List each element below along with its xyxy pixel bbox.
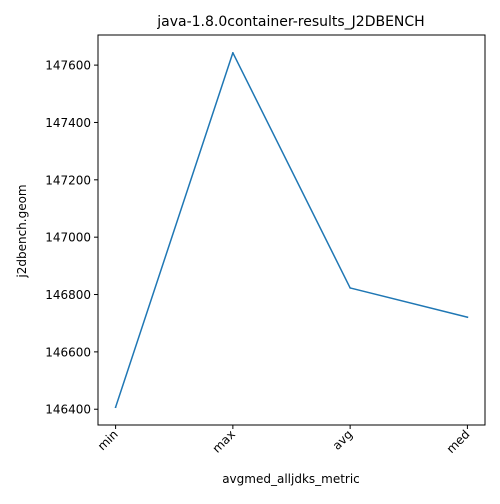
y-tick-label: 147600 (45, 59, 91, 73)
x-tick-label: min (95, 427, 121, 453)
data-point (349, 287, 351, 289)
y-tick-label: 146600 (45, 345, 91, 359)
y-tick-label: 146400 (45, 403, 91, 417)
data-point (232, 51, 234, 54)
y-tick-label: 147000 (45, 231, 91, 245)
y-tick-label: 146800 (45, 288, 91, 302)
x-tick-label: max (210, 427, 238, 455)
y-axis-label: j2dbench.geom (15, 184, 29, 278)
data-point (114, 406, 117, 409)
y-tick-label: 147400 (45, 116, 91, 130)
x-tick-label: avg (330, 427, 356, 453)
series-line (114, 52, 469, 409)
plot-frame (97, 34, 486, 426)
series-layer (114, 51, 469, 409)
y-tick-label: 147200 (45, 173, 91, 187)
data-point (466, 316, 469, 318)
axis-ticks: 146400 146600 146800 147000 147200 147400 1476… (45, 59, 472, 456)
x-axis-label: avgmed_alljdks_metric (222, 472, 360, 486)
x-tick-label: med (444, 427, 473, 456)
chart-title: java-1.8.0container-results_J2DBENCH (156, 14, 424, 30)
